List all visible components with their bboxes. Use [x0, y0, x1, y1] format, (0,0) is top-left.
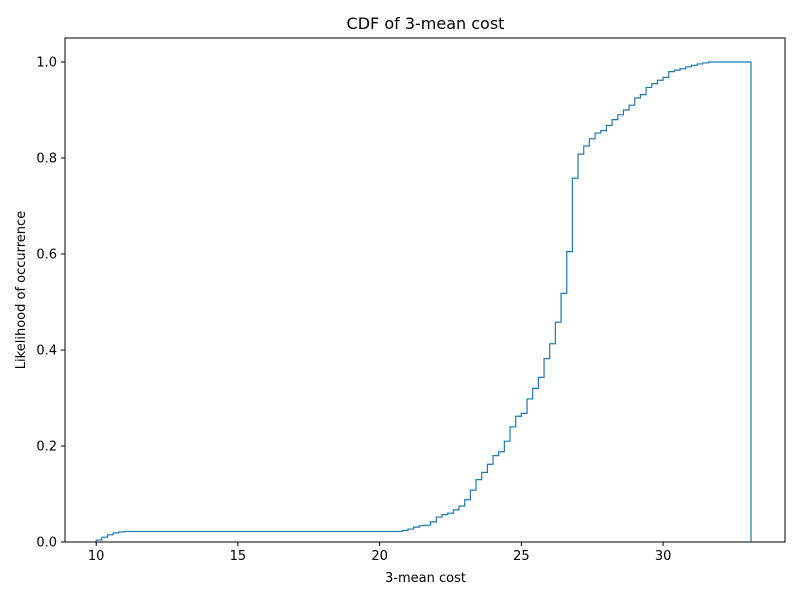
- cdf-step-line: [95, 61, 752, 542]
- y-tick-label: 0.8: [36, 152, 57, 167]
- x-tick-label: 20: [371, 549, 388, 564]
- y-tick-label: 0.2: [36, 440, 57, 455]
- y-tick-label: 1.0: [36, 56, 57, 71]
- y-tick-label: 0.0: [36, 536, 57, 551]
- y-axis-label: Likelihood of occurrence: [14, 211, 29, 369]
- y-tick-label: 0.4: [36, 344, 57, 359]
- plot-area: [64, 37, 786, 543]
- x-tick-label: 30: [655, 549, 672, 564]
- x-tick-label: 25: [513, 549, 530, 564]
- chart-title: CDF of 3-mean cost: [347, 14, 505, 33]
- y-tick-label: 0.6: [36, 248, 57, 263]
- axes-frame: [64, 37, 786, 543]
- x-tick-label: 10: [88, 549, 105, 564]
- y-axis-ticks: 0.0 0.2 0.4 0.6 0.8 1.0: [36, 56, 65, 551]
- x-tick-label: 15: [230, 549, 247, 564]
- x-axis-ticks: 10 15 20 25 30: [88, 542, 671, 564]
- x-axis-label: 3-mean cost: [385, 571, 466, 586]
